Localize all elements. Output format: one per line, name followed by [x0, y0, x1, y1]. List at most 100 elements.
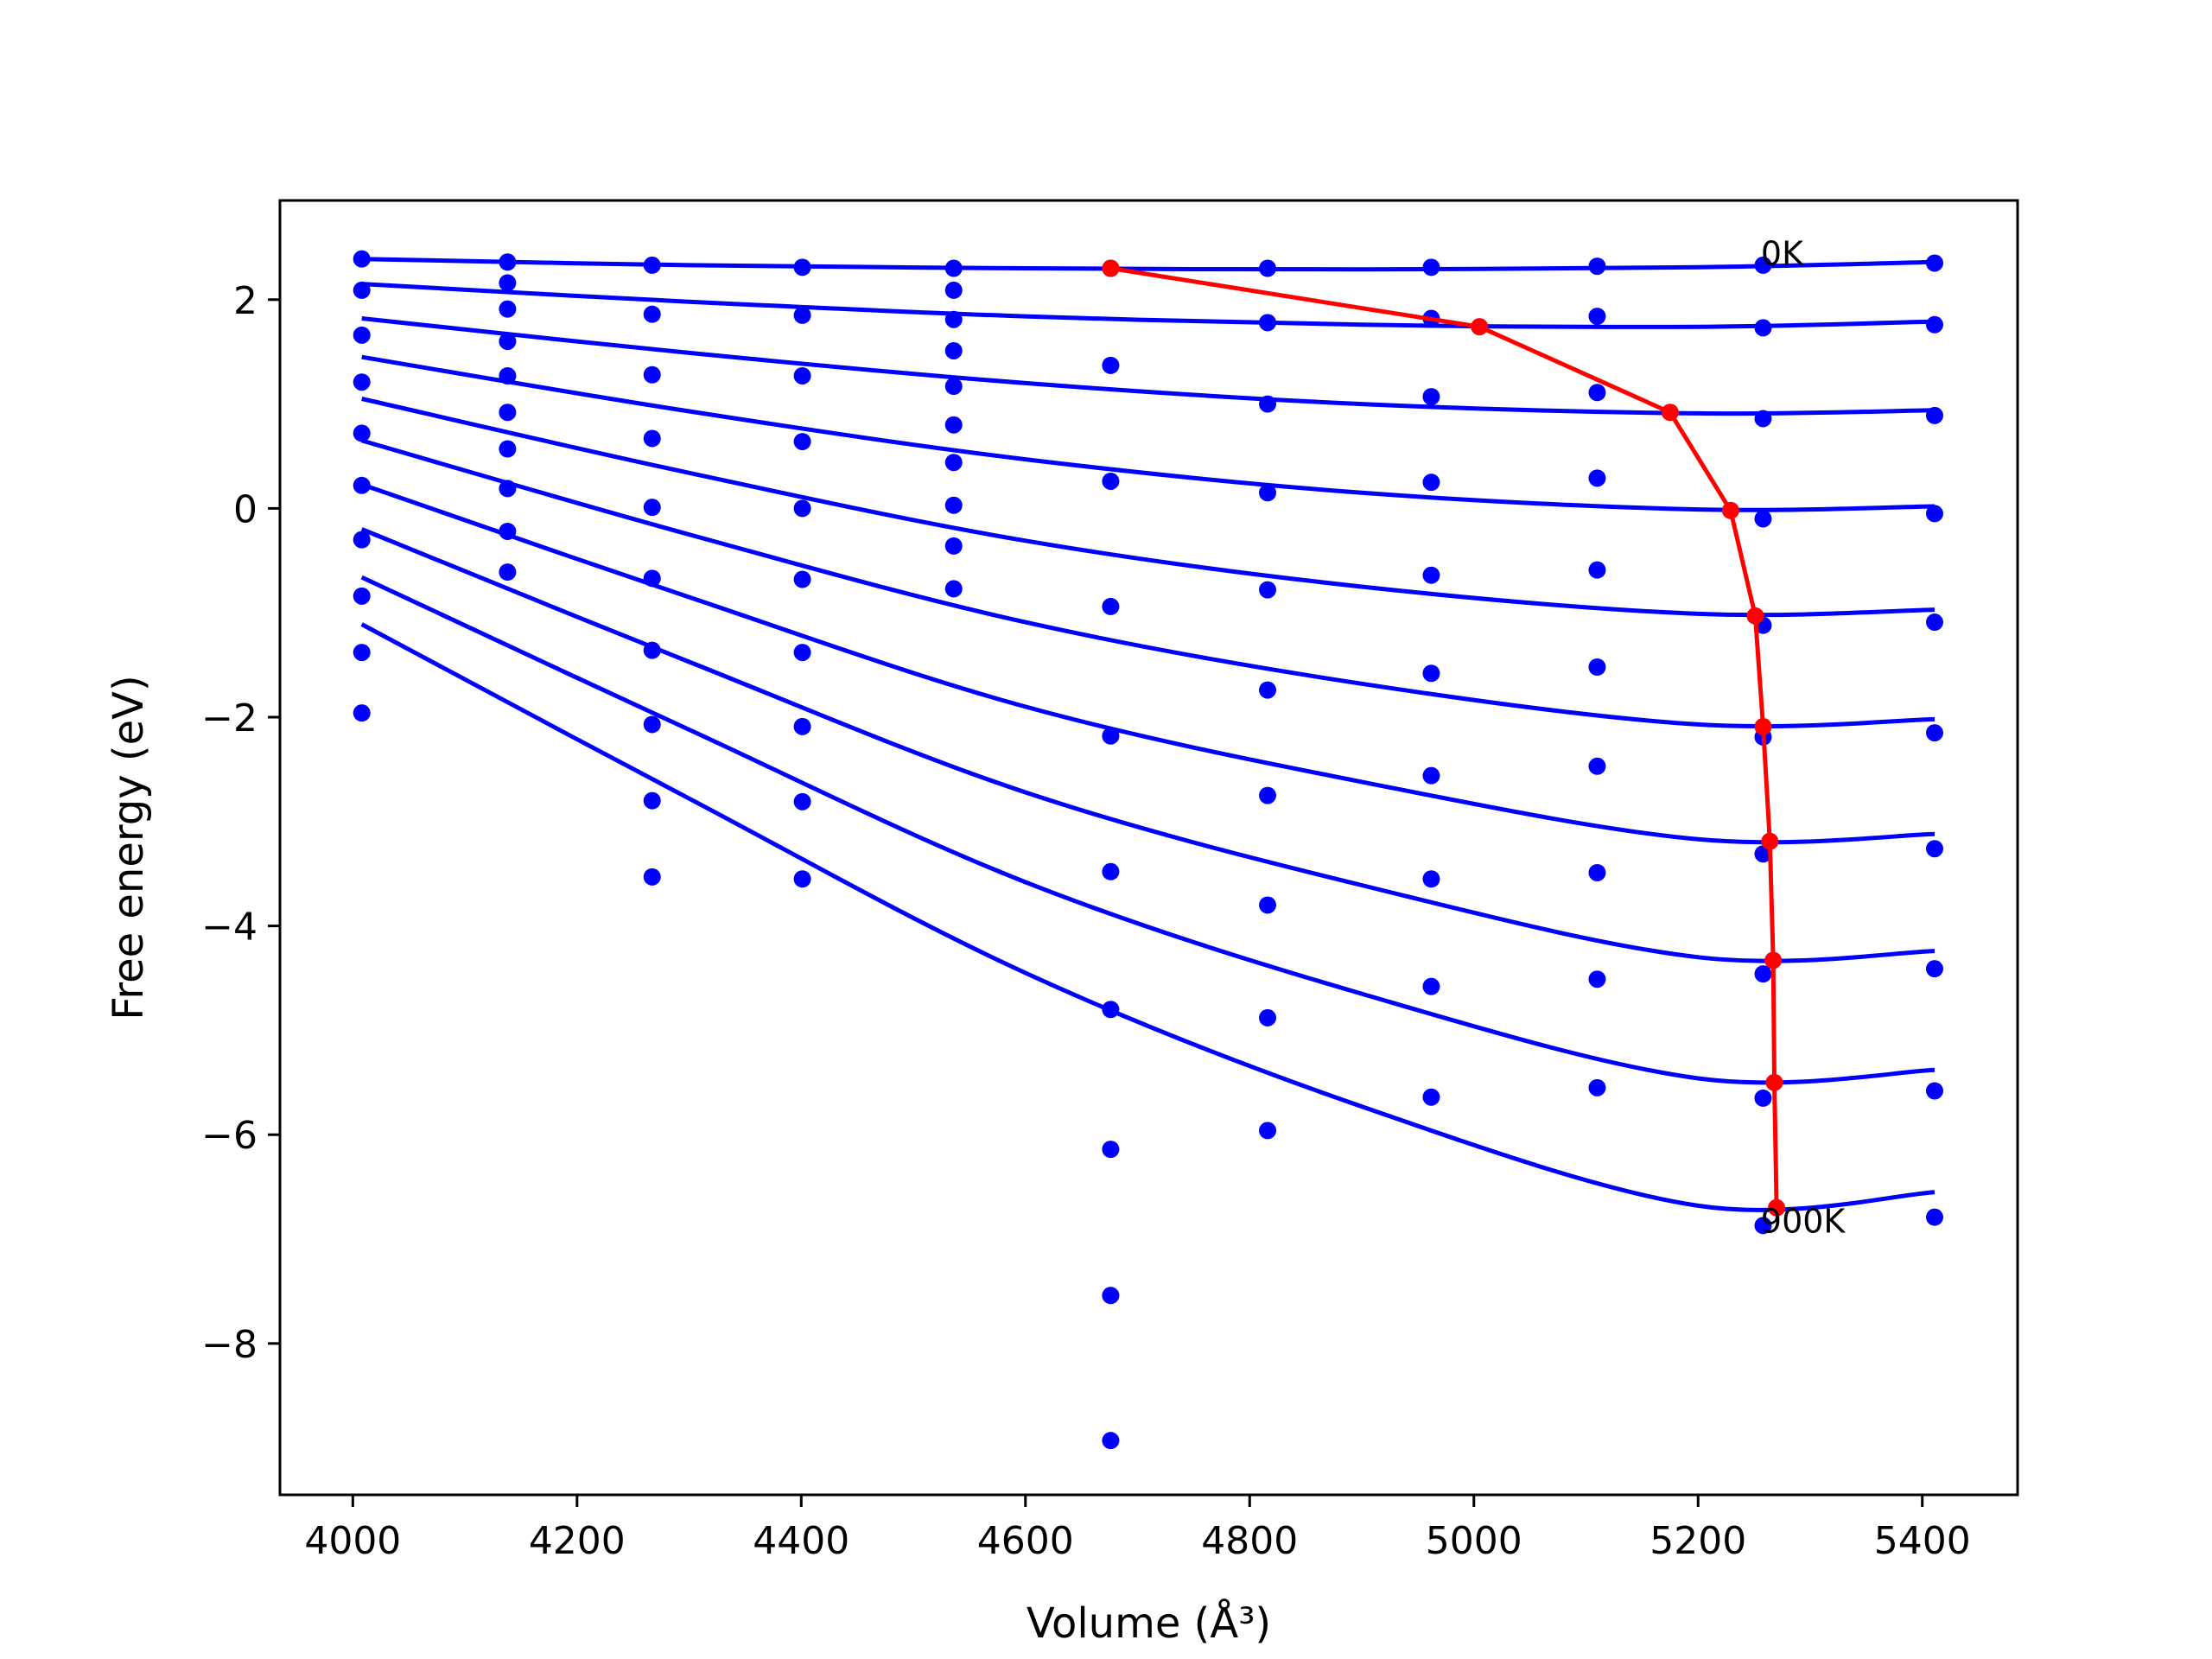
- data-point: [1588, 970, 1606, 988]
- data-point: [1925, 960, 1943, 978]
- data-point: [1102, 356, 1120, 374]
- minima-line: [1110, 266, 1779, 1208]
- fit-curve-5: [361, 438, 1936, 729]
- data-point: [1925, 613, 1943, 632]
- data-point: [944, 310, 963, 328]
- temperature-label: 0K: [1761, 234, 1804, 272]
- data-point: [793, 366, 811, 385]
- minimum-point: [1754, 717, 1772, 735]
- x-axis: 4000 4200 4400 4600 4800 5000 5200 5400: [304, 1495, 1971, 1563]
- minimum-point: [1768, 1198, 1786, 1217]
- data-point: [643, 791, 661, 810]
- data-point: [944, 580, 963, 598]
- fit-curve-3: [361, 354, 1936, 512]
- data-point: [499, 440, 517, 458]
- temperature-label: 900K: [1761, 1202, 1847, 1240]
- data-point: [1102, 1287, 1120, 1305]
- plot-frame: [278, 199, 2019, 1497]
- data-point: [944, 281, 963, 299]
- x-tick-label: 5200: [1649, 1519, 1746, 1563]
- fit-curve-8: [360, 575, 1936, 1085]
- data-point: [643, 256, 661, 274]
- data-point: [499, 563, 517, 582]
- data-point: [1588, 384, 1606, 402]
- data-point: [1422, 870, 1440, 888]
- data-point: [499, 274, 517, 292]
- data-point: [944, 537, 963, 555]
- data-point: [1422, 1088, 1440, 1106]
- data-point: [1588, 1078, 1606, 1096]
- fit-curve-9: [360, 622, 1936, 1212]
- data-point: [1588, 757, 1606, 775]
- data-point: [1925, 1208, 1943, 1226]
- fit-curve-6: [360, 482, 1936, 845]
- data-point: [1925, 505, 1943, 523]
- y-tick-label: −2: [201, 696, 257, 741]
- data-point: [1102, 862, 1120, 880]
- data-points: [353, 250, 1943, 1450]
- x-tick-label: 5000: [1426, 1519, 1522, 1563]
- data-point: [1422, 258, 1440, 276]
- data-point: [1259, 1122, 1277, 1140]
- data-point: [353, 476, 371, 494]
- data-point: [499, 366, 517, 385]
- data-point: [793, 499, 811, 518]
- data-point: [1259, 1008, 1277, 1027]
- data-point: [499, 253, 517, 271]
- data-point: [1925, 1082, 1943, 1100]
- data-point: [1259, 395, 1277, 413]
- data-point: [1259, 896, 1277, 914]
- data-point: [1754, 1089, 1772, 1107]
- data-point: [1588, 308, 1606, 326]
- y-tick-label: −6: [201, 1114, 257, 1158]
- data-point: [1588, 561, 1606, 579]
- annotations: 0K 900K: [1761, 234, 1847, 1240]
- fit-curve-4: [361, 397, 1936, 618]
- data-point: [1259, 484, 1277, 502]
- data-point: [499, 404, 517, 422]
- data-point: [353, 326, 371, 344]
- data-point: [793, 870, 811, 888]
- data-point: [944, 454, 963, 472]
- data-point: [353, 250, 371, 268]
- data-point: [643, 569, 661, 588]
- data-point: [1102, 472, 1120, 490]
- data-point: [1754, 965, 1772, 983]
- data-point: [1102, 597, 1120, 615]
- minimum-point: [1761, 832, 1779, 850]
- data-point: [1588, 863, 1606, 881]
- data-point: [793, 258, 811, 276]
- y-tick-label: 0: [233, 487, 257, 531]
- fit-curve-7: [360, 527, 1936, 963]
- data-point: [1754, 510, 1772, 528]
- data-point: [1102, 1432, 1120, 1450]
- data-point: [944, 496, 963, 514]
- data-point: [944, 378, 963, 396]
- data-point: [353, 704, 371, 722]
- minimum-point: [1471, 318, 1489, 336]
- fit-curve-0: [361, 257, 1936, 272]
- minimum-point: [1661, 404, 1679, 422]
- data-point: [353, 424, 371, 442]
- data-point: [793, 717, 811, 735]
- data-point: [793, 792, 811, 810]
- data-point: [499, 480, 517, 498]
- data-point: [793, 306, 811, 324]
- minima-path: [1102, 259, 1786, 1217]
- minimum-point: [1764, 951, 1783, 969]
- data-point: [1925, 406, 1943, 424]
- data-point: [1102, 1141, 1120, 1159]
- data-point: [1422, 664, 1440, 683]
- data-point: [944, 416, 963, 434]
- data-point: [643, 499, 661, 517]
- fit-curve-1: [361, 282, 1936, 329]
- minimum-point: [1102, 259, 1120, 277]
- data-point: [353, 531, 371, 549]
- minimum-point: [1746, 607, 1764, 625]
- data-point: [1754, 256, 1772, 274]
- data-point: [793, 433, 811, 451]
- data-point: [1754, 410, 1772, 428]
- data-point: [1102, 1001, 1120, 1019]
- data-point: [353, 373, 371, 391]
